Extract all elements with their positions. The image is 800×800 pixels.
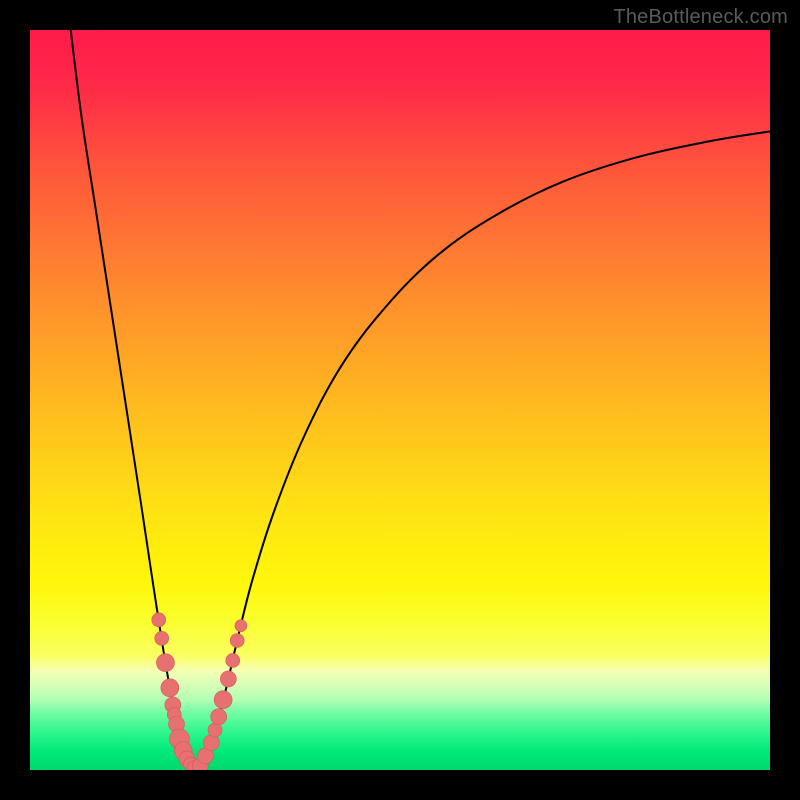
data-marker xyxy=(220,671,236,687)
data-marker xyxy=(235,620,247,632)
data-marker xyxy=(226,653,240,667)
data-marker xyxy=(155,631,169,645)
data-marker xyxy=(214,691,232,709)
data-marker xyxy=(152,613,166,627)
data-marker xyxy=(230,634,244,648)
chart-svg xyxy=(30,30,770,770)
data-marker xyxy=(161,679,179,697)
outer-frame: TheBottleneck.com xyxy=(0,0,800,800)
data-marker xyxy=(156,654,174,672)
data-marker xyxy=(211,709,227,725)
data-marker xyxy=(208,723,222,737)
gradient-background xyxy=(30,30,770,770)
watermark-label: TheBottleneck.com xyxy=(613,6,788,29)
